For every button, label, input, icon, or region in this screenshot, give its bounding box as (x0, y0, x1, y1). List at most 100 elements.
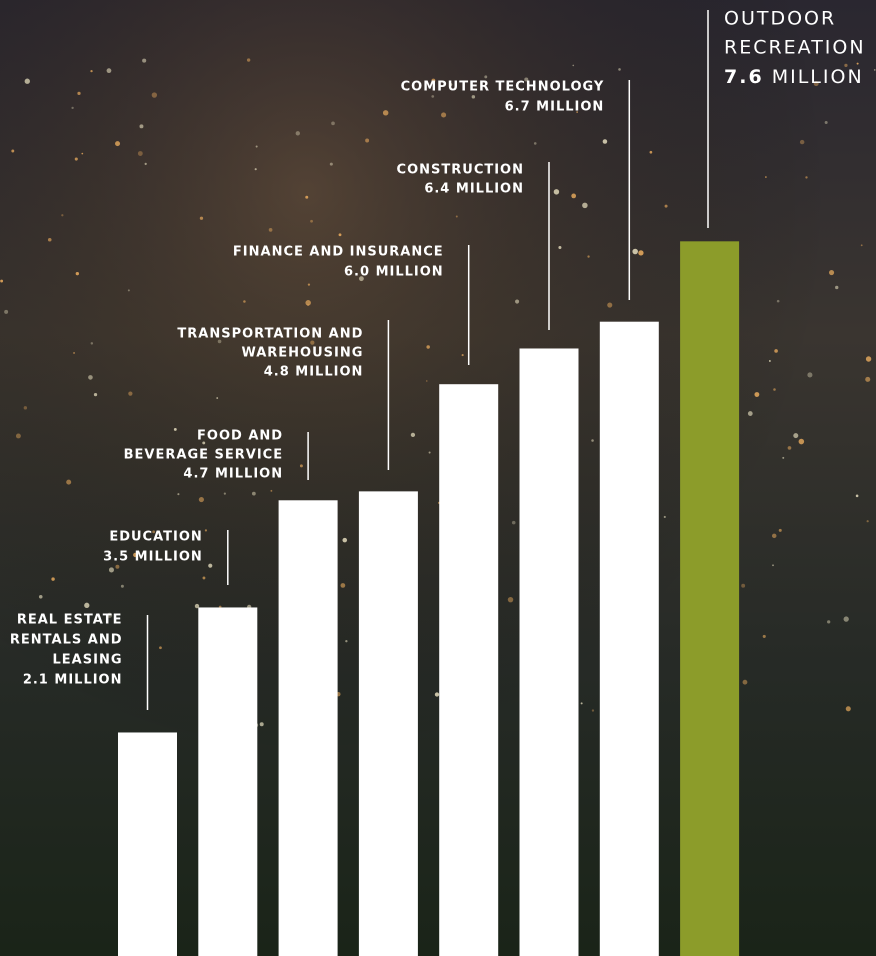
light (90, 342, 94, 345)
light (128, 391, 133, 396)
category-label: REAL ESTATE (17, 613, 123, 628)
light (765, 176, 767, 178)
light (591, 439, 594, 442)
category-label: RECREATION (724, 37, 866, 59)
light (835, 285, 839, 290)
light (11, 149, 15, 153)
light (365, 138, 370, 143)
light (106, 612, 113, 618)
light (426, 345, 430, 349)
bar (118, 732, 177, 956)
light (461, 354, 464, 357)
light (768, 360, 771, 362)
bar (439, 384, 499, 956)
light (618, 68, 621, 71)
light (741, 583, 746, 588)
light (664, 204, 668, 208)
light (828, 269, 835, 276)
light (159, 646, 162, 650)
light (558, 246, 562, 250)
light (441, 112, 447, 118)
light (860, 244, 863, 247)
light (410, 432, 416, 438)
light (607, 302, 613, 308)
light (824, 121, 828, 125)
light (255, 145, 258, 148)
light (144, 162, 147, 166)
light (246, 58, 251, 62)
light (217, 339, 222, 344)
light (202, 576, 206, 580)
value-label: 6.7 MILLION (505, 100, 605, 115)
light (843, 616, 849, 622)
value-label: 7.6 MILLION (724, 66, 864, 88)
light (133, 552, 138, 558)
light (773, 388, 776, 391)
light (771, 533, 777, 539)
light (778, 528, 782, 532)
light (194, 603, 200, 609)
light (106, 68, 112, 74)
light (865, 376, 871, 382)
light (580, 702, 583, 705)
category-label: COMPUTER TECHNOLOGY (401, 80, 605, 95)
category-label: RENTALS AND (10, 633, 123, 648)
light (793, 433, 799, 439)
light (866, 520, 869, 523)
light (484, 75, 488, 79)
light (774, 349, 778, 353)
light (24, 78, 30, 84)
light (338, 233, 342, 237)
light (331, 121, 335, 126)
value-label: 3.5 MILLION (103, 550, 203, 565)
light (747, 411, 753, 416)
light (805, 176, 808, 179)
light (813, 81, 819, 87)
light (827, 620, 831, 624)
light (524, 77, 529, 82)
bar (519, 348, 579, 956)
light (120, 584, 124, 588)
light (0, 279, 4, 283)
value-label: 6.0 MILLION (344, 265, 444, 280)
light (591, 709, 595, 712)
light (108, 567, 114, 573)
light (139, 124, 144, 129)
light (382, 110, 389, 116)
light (23, 406, 28, 410)
light (254, 168, 257, 171)
light (151, 92, 158, 98)
light (425, 380, 428, 382)
light (754, 392, 760, 397)
light (511, 520, 516, 525)
light (93, 392, 98, 397)
light (649, 150, 653, 154)
light (198, 496, 204, 503)
light (61, 214, 64, 217)
category-label: TRANSPORTATION AND (177, 327, 363, 342)
light (216, 397, 219, 399)
light (310, 219, 313, 223)
light (127, 289, 130, 292)
category-label: BEVERAGE SERVICE (124, 448, 283, 463)
light (84, 602, 90, 608)
light (431, 78, 436, 83)
bar (278, 500, 338, 956)
light (587, 255, 590, 258)
value-label: 6.4 MILLION (424, 182, 524, 197)
light (515, 299, 520, 304)
light (845, 706, 851, 712)
light (81, 152, 84, 155)
light (340, 583, 346, 588)
light (310, 340, 315, 345)
light (268, 228, 273, 232)
light (208, 563, 213, 568)
light (638, 250, 644, 256)
category-label: OUTDOOR (724, 8, 836, 30)
light (295, 131, 300, 136)
light (305, 195, 309, 199)
light (204, 529, 208, 532)
category-label: FOOD AND (197, 429, 283, 444)
light (115, 564, 120, 569)
